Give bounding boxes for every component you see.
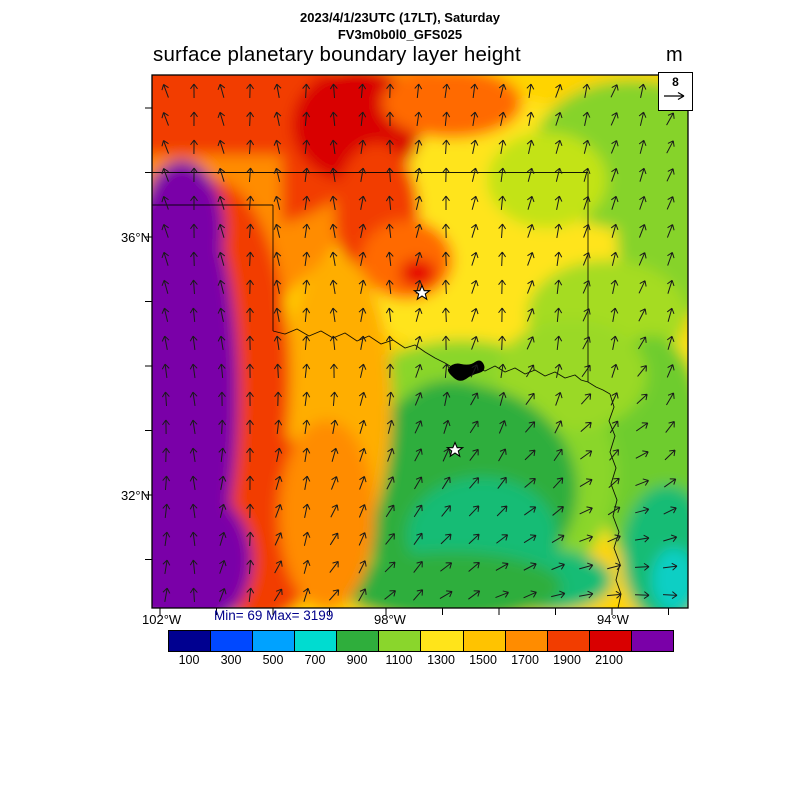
wind-vectors	[161, 83, 678, 603]
wind-reference-arrow-icon	[664, 91, 685, 101]
colorbar-tick-label: 500	[262, 653, 284, 667]
colorbar-tick-label: 1900	[553, 653, 581, 667]
station-star	[412, 284, 432, 301]
colorbar-segment	[337, 631, 380, 651]
colorbar-tick-label: 900	[346, 653, 368, 667]
axis-ticks	[145, 107, 669, 615]
colorbar-segment	[295, 631, 338, 651]
colorbar-tick-label: 1100	[385, 653, 413, 667]
colorbar-labels: 100 300 500 700 900 1100 1300 1500 1700 1900 2100	[168, 653, 672, 669]
map-plot	[145, 74, 689, 615]
colorbar-tick-label: 700	[304, 653, 326, 667]
map-frame	[151, 74, 689, 609]
wind-reference-value: 8	[672, 75, 679, 89]
colorbar-tick-label: 1500	[469, 653, 497, 667]
colorbar-segment	[631, 631, 673, 651]
colorbar-tick-label: 2100	[595, 653, 623, 667]
colorbar-tick-label: 1700	[511, 653, 539, 667]
lon-label-94w: 94°W	[597, 612, 629, 627]
colorbar-segment	[379, 631, 422, 651]
lat-label-36n: 36°N	[120, 230, 150, 245]
colorbar	[168, 630, 674, 652]
lat-label-32n: 32°N	[120, 488, 150, 503]
units-label: m	[666, 44, 683, 66]
colorbar-segment	[547, 631, 590, 651]
colorbar-tick-label: 100	[178, 653, 200, 667]
colorbar-segment	[421, 631, 464, 651]
colorbar-segment	[253, 631, 296, 651]
lon-label-98w: 98°W	[374, 612, 406, 627]
chart-title: surface planetary boundary layer height	[153, 43, 521, 66]
colorbar-segment	[589, 631, 632, 651]
min-max-stats: Min= 69 Max= 3199	[214, 608, 334, 623]
model-line: FV3m0b0l0_GFS025	[337, 26, 463, 42]
lon-label-102w: 102°W	[142, 612, 182, 627]
figure-header: 2023/4/1/23UTC (17LT), Saturday FV3m0b0l…	[0, 10, 800, 44]
colorbar-tick-label: 1300	[427, 653, 455, 667]
colorbar-tick-label: 300	[220, 653, 242, 667]
field-image	[152, 75, 688, 608]
station-star	[445, 441, 465, 458]
colorbar-segment	[463, 631, 506, 651]
colorbar-segment	[211, 631, 254, 651]
wind-reference-box: 8	[658, 72, 693, 111]
colorbar-segment	[505, 631, 548, 651]
datetime-line: 2023/4/1/23UTC (17LT), Saturday	[300, 10, 500, 25]
colorbar-segment	[169, 631, 212, 651]
